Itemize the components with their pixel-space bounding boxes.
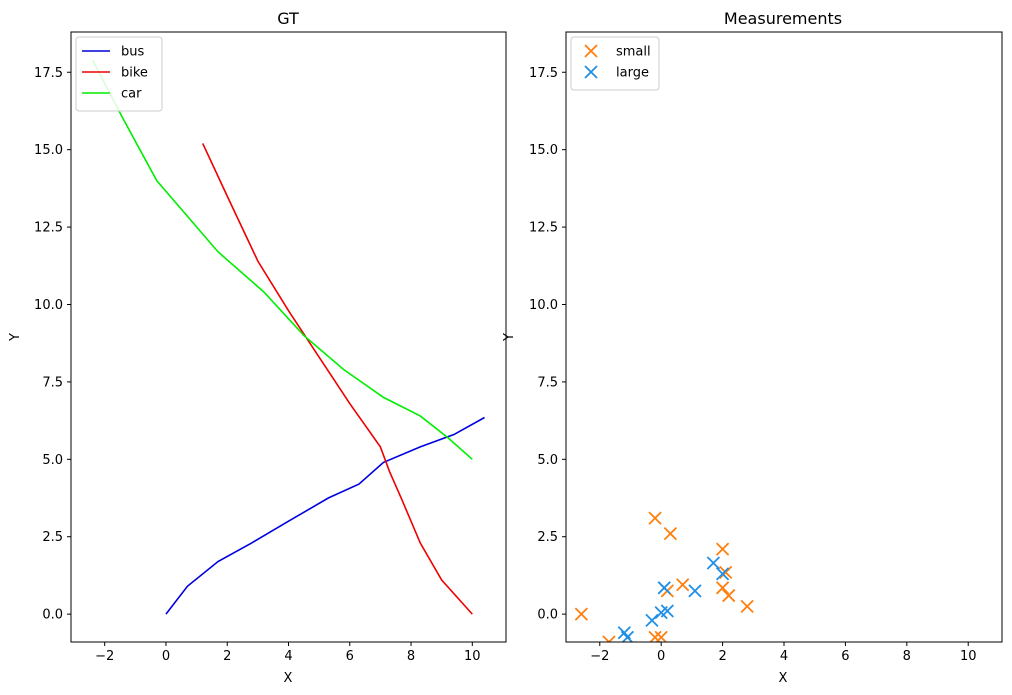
gt-xlabel: X	[284, 671, 293, 686]
point-small	[676, 578, 690, 592]
measurements-ytick-label: 17.5	[529, 66, 558, 81]
measurements-ytick-label: 5.0	[537, 453, 558, 468]
measurements-xtick-label: 0	[657, 649, 665, 664]
measurements-plot-frame	[565, 31, 1003, 643]
point-large	[715, 567, 730, 581]
measurements-xtick-label: 6	[841, 649, 849, 664]
measurements-xtick-label: 2	[718, 649, 726, 664]
gt-panel: GT −2 0 2 4 6 8 10 0.0 2.5 5.0 7.5 10.0 12.5 15.0 17.5…	[8, 9, 507, 686]
gt-ytick-label: 7.5	[42, 375, 63, 390]
legend-item-car: car	[82, 87, 142, 102]
point-small	[654, 630, 668, 642]
gt-ytick-label: 10.0	[34, 298, 63, 313]
measurements-ytick-label: 10.0	[529, 298, 558, 313]
measurements-ytick-label: 12.5	[529, 221, 558, 236]
point-small	[719, 565, 733, 579]
point-small	[602, 635, 616, 642]
measurements-xtick-label: 10	[960, 649, 977, 664]
legend-item-large: large	[584, 65, 649, 81]
point-small	[715, 581, 730, 595]
point-small	[663, 526, 678, 541]
point-large	[688, 584, 702, 598]
measurements-ylabel: Y	[502, 333, 517, 342]
point-small	[648, 511, 662, 525]
legend-item-bus: bus	[82, 45, 144, 60]
series-line-bus	[165, 416, 485, 615]
point-large	[660, 604, 674, 618]
point-small	[722, 588, 736, 603]
gt-legend-frame	[75, 36, 163, 112]
point-large	[657, 581, 671, 595]
gt-xtick-label: 6	[346, 649, 354, 664]
point-small	[574, 607, 588, 621]
legend-item-small: small	[584, 44, 651, 60]
legend-label-bike: bike	[121, 66, 148, 81]
legend-label-bus: bus	[121, 45, 144, 60]
measurements-ytick-label: 0.0	[537, 608, 558, 623]
measurements-panel: Measurements −2 0 2 4 6 8 10 0.0 2.5 5.0 7.5 10.0 12…	[502, 9, 1003, 686]
legend-label-large: large	[616, 66, 649, 81]
gt-ytick-label: 0.0	[42, 608, 63, 623]
legend-label-small: small	[616, 45, 651, 60]
gt-legend: bus bike car	[75, 36, 163, 112]
legend-swatch-small	[584, 44, 598, 58]
series-line-car	[91, 59, 473, 460]
point-small	[740, 599, 754, 614]
series-line-bike	[202, 143, 473, 615]
measurements-ytick-label: 15.0	[529, 143, 558, 158]
measurements-legend: small large	[570, 36, 660, 91]
gt-ytick-label: 15.0	[34, 143, 63, 158]
point-small	[648, 630, 662, 642]
measurements-ytick-label: 7.5	[537, 375, 558, 390]
measurements-ytick-label: 2.5	[537, 530, 558, 545]
measurements-xtick-label: −2	[590, 649, 609, 664]
gt-xtick-label: 4	[284, 649, 292, 664]
point-large	[620, 630, 635, 642]
gt-xtick-label: 2	[223, 649, 231, 664]
measurements-xtick-label: 8	[903, 649, 911, 664]
legend-item-bike: bike	[82, 66, 148, 81]
gt-ytick-label: 12.5	[34, 221, 63, 236]
gt-xtick-label: 0	[162, 649, 170, 664]
legend-swatch-large	[584, 65, 598, 79]
measurements-title: Measurements	[724, 9, 842, 28]
gt-xtick-label: 10	[464, 649, 481, 664]
measurements-xtick-label: 4	[780, 649, 788, 664]
legend-label-car: car	[121, 87, 142, 102]
point-large	[706, 556, 721, 570]
measurements-xlabel: X	[779, 671, 788, 686]
gt-plot-frame	[70, 31, 507, 643]
gt-ylabel: Y	[8, 333, 23, 342]
gt-xtick-label: −2	[95, 649, 114, 664]
gt-ytick-label: 5.0	[42, 453, 63, 468]
gt-title: GT	[277, 9, 299, 28]
gt-xtick-label: 8	[407, 649, 415, 664]
point-large	[645, 613, 659, 627]
gt-ytick-label: 17.5	[34, 66, 63, 81]
point-small	[715, 542, 730, 556]
gt-ytick-label: 2.5	[42, 530, 63, 545]
